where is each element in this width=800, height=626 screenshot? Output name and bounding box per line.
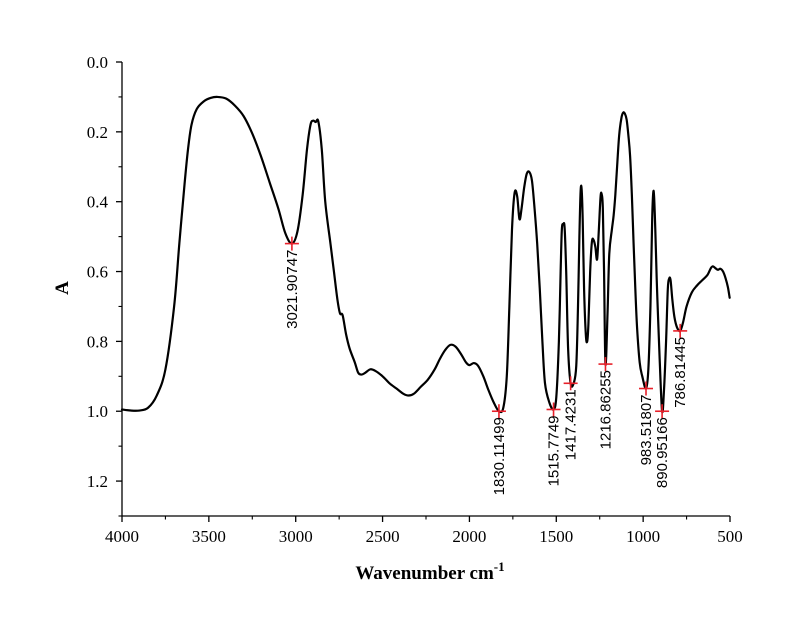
x-axis-title-text: Wavenumber cm xyxy=(355,563,494,584)
peak-marker: 1417.4231 xyxy=(563,376,580,460)
peak-marker: 983.51807 xyxy=(638,381,655,466)
y-tick-label: 0.8 xyxy=(87,332,108,351)
y-tick-label: 1.2 xyxy=(87,472,108,491)
y-tick-label: 0.0 xyxy=(87,53,108,72)
peak-label: 786.81445 xyxy=(672,337,689,408)
spectrum-series xyxy=(120,95,731,414)
peak-label: 3021.90747 xyxy=(284,250,301,329)
peak-label: 1216.86255 xyxy=(598,370,615,449)
peak-marker: 3021.90747 xyxy=(284,236,301,329)
x-tick-label: 4000 xyxy=(105,527,139,546)
peak-marker: 1515.7749 xyxy=(546,402,563,486)
peak-marker: 786.81445 xyxy=(672,323,689,408)
peak-marker: 1830.11499 xyxy=(491,404,508,495)
peak-label: 1417.4231 xyxy=(563,389,580,460)
axes: 4000 3500 3000 2500 2000 1500 1000 500 0.0 0.2 0.4… xyxy=(87,53,743,546)
x-tick-label: 1500 xyxy=(539,527,573,546)
peak-label: 1515.7749 xyxy=(546,416,563,487)
peak-label: 1830.11499 xyxy=(491,417,508,495)
x-axis-title: Wavenumber cm-1 xyxy=(355,559,504,584)
y-tick-label: 0.4 xyxy=(87,193,109,212)
spectrum-line xyxy=(120,95,731,414)
x-tick-label: 3000 xyxy=(279,527,313,546)
y-tick-label: 0.6 xyxy=(87,263,108,282)
peak-markers: 3021.90747 1830.11499 1515.7749 1417.4231 12… xyxy=(284,236,689,495)
peak-marker: 1216.86255 xyxy=(598,357,615,449)
x-tick-label: 2000 xyxy=(452,527,486,546)
y-tick-label: 0.2 xyxy=(87,123,108,142)
peak-label: 983.51807 xyxy=(638,395,655,466)
x-axis-title-superscript: -1 xyxy=(494,559,505,574)
peak-label: 890.95166 xyxy=(654,417,671,488)
y-axis-title: A xyxy=(52,281,73,295)
x-tick-label: 3500 xyxy=(192,527,226,546)
y-tick-label: 1.0 xyxy=(87,402,108,421)
x-tick-label: 2500 xyxy=(366,527,400,546)
x-tick-label: 500 xyxy=(717,527,743,546)
x-tick-label: 1000 xyxy=(626,527,660,546)
peak-marker: 890.95166 xyxy=(654,404,671,488)
